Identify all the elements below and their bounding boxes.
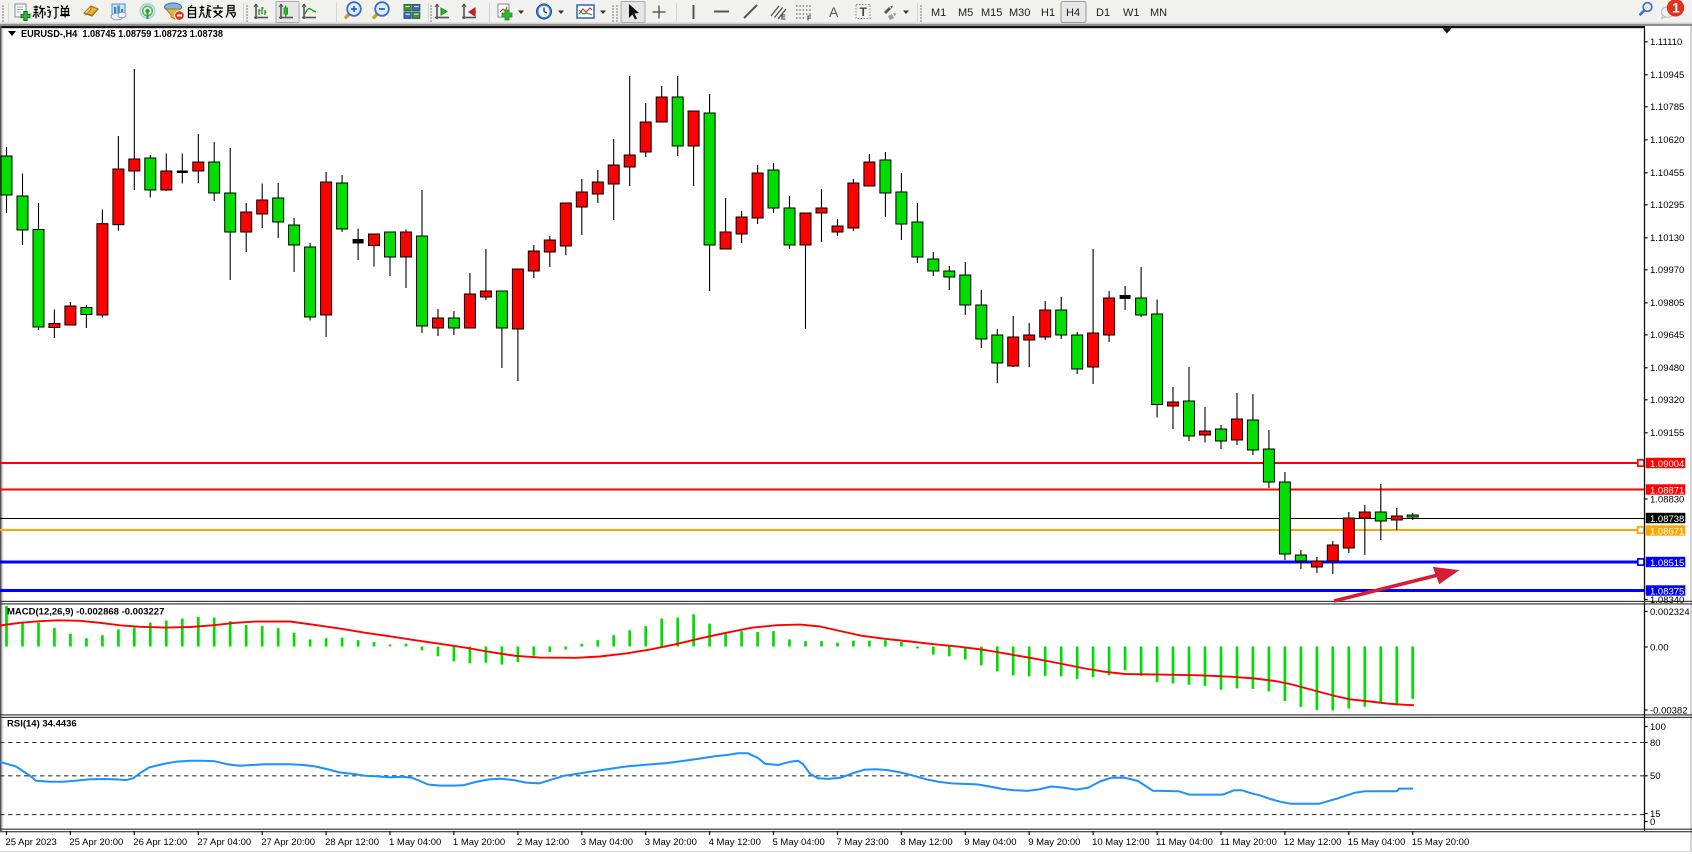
svg-text:D1: D1 bbox=[1096, 7, 1110, 19]
svg-text:3 May 04:00: 3 May 04:00 bbox=[581, 837, 633, 848]
svg-text:A: A bbox=[829, 4, 839, 20]
svg-text:1.09480: 1.09480 bbox=[1650, 363, 1684, 374]
svg-text:11 May 20:00: 11 May 20:00 bbox=[1220, 837, 1277, 848]
svg-text:M1: M1 bbox=[931, 7, 946, 19]
svg-text:1 May 04:00: 1 May 04:00 bbox=[389, 837, 441, 848]
svg-text:28 Apr 12:00: 28 Apr 12:00 bbox=[325, 837, 379, 848]
svg-text:1.08515: 1.08515 bbox=[1650, 558, 1684, 569]
svg-text:T: T bbox=[860, 5, 868, 19]
svg-text:1.09805: 1.09805 bbox=[1650, 298, 1684, 309]
svg-text:15: 15 bbox=[1650, 809, 1661, 820]
svg-text:4 May 12:00: 4 May 12:00 bbox=[709, 837, 761, 848]
svg-text:26 Apr 12:00: 26 Apr 12:00 bbox=[133, 837, 187, 848]
svg-text:1.10130: 1.10130 bbox=[1650, 233, 1684, 244]
svg-text:1.10295: 1.10295 bbox=[1650, 200, 1684, 211]
svg-text:1.08738: 1.08738 bbox=[1650, 514, 1684, 525]
svg-text:11 May 04:00: 11 May 04:00 bbox=[1156, 837, 1213, 848]
svg-text:2 May 12:00: 2 May 12:00 bbox=[517, 837, 569, 848]
svg-text:1.09970: 1.09970 bbox=[1650, 265, 1684, 276]
svg-text:27 Apr 04:00: 27 Apr 04:00 bbox=[197, 837, 251, 848]
svg-text:1.10455: 1.10455 bbox=[1650, 168, 1684, 179]
svg-text:9 May 20:00: 9 May 20:00 bbox=[1028, 837, 1080, 848]
svg-text:8 May 12:00: 8 May 12:00 bbox=[900, 837, 952, 848]
svg-text:0.002324: 0.002324 bbox=[1650, 607, 1690, 618]
svg-text:H1: H1 bbox=[1041, 7, 1055, 19]
svg-text:3 May 20:00: 3 May 20:00 bbox=[645, 837, 697, 848]
svg-text:1.10785: 1.10785 bbox=[1650, 102, 1684, 113]
svg-text:9 May 04:00: 9 May 04:00 bbox=[964, 837, 1016, 848]
svg-text:1.08830: 1.08830 bbox=[1650, 494, 1684, 505]
svg-text:100: 100 bbox=[1650, 722, 1666, 733]
svg-text:1 May 20:00: 1 May 20:00 bbox=[453, 837, 505, 848]
svg-text:1.09320: 1.09320 bbox=[1650, 395, 1684, 406]
svg-text:80: 80 bbox=[1650, 738, 1661, 749]
svg-text:F: F bbox=[807, 16, 812, 23]
svg-text:1.11110: 1.11110 bbox=[1650, 37, 1682, 48]
svg-text:MN: MN bbox=[1150, 7, 1167, 19]
svg-text:25 Apr 20:00: 25 Apr 20:00 bbox=[69, 837, 123, 848]
svg-text:15 May 20:00: 15 May 20:00 bbox=[1412, 837, 1470, 848]
svg-text:M30: M30 bbox=[1009, 7, 1030, 19]
svg-text:1.10620: 1.10620 bbox=[1650, 135, 1684, 146]
svg-text:1.08340: 1.08340 bbox=[1650, 595, 1684, 606]
svg-text:W1: W1 bbox=[1123, 7, 1140, 19]
svg-text:27 Apr 20:00: 27 Apr 20:00 bbox=[261, 837, 315, 848]
svg-text:7 May 23:00: 7 May 23:00 bbox=[837, 837, 889, 848]
svg-text:50: 50 bbox=[1650, 771, 1661, 782]
svg-text:EURUSD-,H4 1.08745 1.08759 1.: EURUSD-,H4 1.08745 1.08759 1.08723 1.087… bbox=[21, 28, 223, 40]
svg-text:1.08871: 1.08871 bbox=[1650, 486, 1684, 497]
svg-text:1.08375: 1.08375 bbox=[1650, 587, 1684, 598]
svg-text:M5: M5 bbox=[958, 7, 973, 19]
svg-text:1.09155: 1.09155 bbox=[1650, 428, 1684, 439]
svg-text:1: 1 bbox=[1672, 1, 1680, 16]
svg-text:15 May 04:00: 15 May 04:00 bbox=[1348, 837, 1406, 848]
svg-text:1.10945: 1.10945 bbox=[1650, 70, 1684, 81]
svg-text:1.09004: 1.09004 bbox=[1650, 459, 1684, 470]
svg-text:MACD(12,26,9) -0.002868 -0.003: MACD(12,26,9) -0.002868 -0.003227 bbox=[7, 607, 164, 618]
svg-text:M15: M15 bbox=[981, 7, 1002, 19]
svg-text:RSI(14) 34.4436: RSI(14) 34.4436 bbox=[7, 719, 77, 730]
svg-text:H4: H4 bbox=[1066, 7, 1080, 19]
svg-text:-0.00382: -0.00382 bbox=[1650, 705, 1688, 716]
svg-text:25 Apr 2023: 25 Apr 2023 bbox=[6, 837, 57, 848]
svg-text:5 May 04:00: 5 May 04:00 bbox=[773, 837, 825, 848]
svg-text:0: 0 bbox=[1650, 817, 1655, 828]
svg-text:1.09645: 1.09645 bbox=[1650, 330, 1684, 341]
svg-text:1.08671: 1.08671 bbox=[1650, 527, 1684, 538]
svg-text:10 May 12:00: 10 May 12:00 bbox=[1092, 837, 1150, 848]
svg-text:12 May 12:00: 12 May 12:00 bbox=[1284, 837, 1342, 848]
svg-text:E: E bbox=[781, 15, 786, 22]
svg-text:0.00: 0.00 bbox=[1650, 642, 1669, 653]
